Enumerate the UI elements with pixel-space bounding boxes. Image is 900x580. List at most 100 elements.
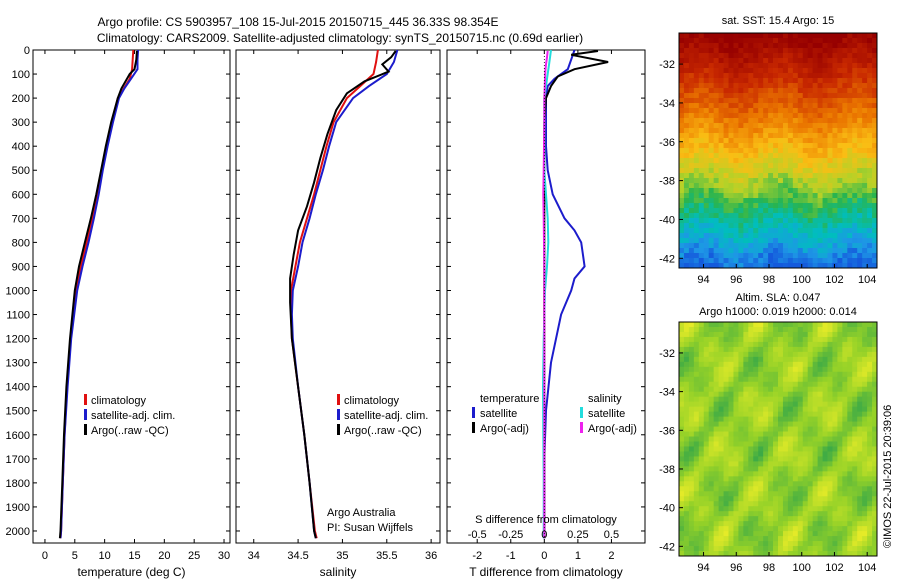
heatmap-cell <box>683 486 690 492</box>
legend-swatch <box>472 407 475 418</box>
heatmap-cell <box>743 48 749 54</box>
heatmap-cell <box>812 346 818 353</box>
heatmap-cell <box>728 173 734 179</box>
heatmap-cell <box>817 183 823 189</box>
heatmap-cell <box>763 396 769 403</box>
y-tick-label: 2000 <box>6 526 30 538</box>
heatmap-cell <box>753 436 759 442</box>
heatmap-cell <box>807 426 814 432</box>
heatmap-cell <box>703 233 710 239</box>
heatmap-cell <box>768 133 774 139</box>
s-tick-label: 0 <box>541 529 547 541</box>
heatmap-cell <box>683 361 690 368</box>
heatmap-cell <box>718 426 724 432</box>
heatmap-cell <box>837 63 843 69</box>
heatmap-cell <box>787 441 794 447</box>
heatmap-cell <box>768 496 774 502</box>
heatmap-cell <box>817 83 823 89</box>
heatmap-cell <box>787 501 794 507</box>
heatmap-cell <box>817 43 823 49</box>
heatmap-cell <box>763 401 769 408</box>
heatmap-cell <box>743 541 749 547</box>
heatmap-cell <box>872 58 878 64</box>
heatmap-cell <box>822 341 828 348</box>
heatmap-cell <box>852 148 858 154</box>
heatmap-cell <box>698 198 705 204</box>
heatmap-cell <box>802 322 809 328</box>
heatmap-cell <box>837 168 843 174</box>
heatmap-cell <box>822 346 828 353</box>
heatmap-cell <box>693 326 700 333</box>
heatmap-cell <box>852 331 858 338</box>
heatmap-cell <box>827 248 833 254</box>
heatmap-cell <box>802 58 809 64</box>
heatmap-cell <box>753 531 759 537</box>
heatmap-cell <box>679 511 685 517</box>
heatmap-cell <box>817 546 823 552</box>
heatmap-cell <box>778 501 784 507</box>
heatmap-cell <box>728 461 734 467</box>
heatmap-cell <box>748 486 754 492</box>
heatmap-cell <box>683 446 690 452</box>
legend-label: climatology <box>344 395 400 407</box>
heatmap-cell <box>842 431 848 437</box>
heatmap-cell <box>683 218 690 224</box>
heatmap-cell <box>822 411 828 417</box>
heatmap-cell <box>679 188 685 194</box>
heatmap-cell <box>718 208 724 214</box>
heatmap-cell <box>688 73 695 79</box>
heatmap-cell <box>862 351 868 358</box>
heatmap-cell <box>688 386 695 393</box>
heatmap-cell <box>723 421 729 427</box>
heatmap-cell <box>857 138 863 144</box>
heatmap-cell <box>787 531 794 537</box>
heatmap-cell <box>723 376 729 383</box>
heatmap-cell <box>802 183 809 189</box>
heatmap-cell <box>862 511 868 517</box>
heatmap-cell <box>688 153 695 159</box>
heatmap-cell <box>827 213 833 219</box>
heatmap-cell <box>723 193 729 199</box>
heatmap-cell <box>832 326 838 333</box>
heatmap-cell <box>679 183 685 189</box>
heatmap-cell <box>753 486 759 492</box>
heatmap-cell <box>679 213 685 219</box>
heatmap-cell <box>733 416 739 422</box>
heatmap-cell <box>812 536 818 542</box>
heatmap-cell <box>718 351 724 358</box>
heatmap-cell <box>703 78 710 84</box>
heatmap-cell <box>698 511 705 517</box>
heatmap-cell <box>743 491 749 497</box>
heatmap-cell <box>738 138 744 144</box>
heatmap-cell <box>718 83 724 89</box>
heatmap-cell <box>748 341 754 348</box>
heatmap-cell <box>862 33 868 39</box>
heatmap-cell <box>758 326 764 333</box>
heatmap-cell <box>733 103 739 109</box>
heatmap-cell <box>872 411 878 417</box>
heatmap-cell <box>867 411 873 417</box>
heatmap-cell <box>713 188 719 194</box>
heatmap-cell <box>748 33 754 39</box>
heatmap-cell <box>782 88 789 94</box>
heatmap-cell <box>857 113 863 119</box>
heatmap-cell <box>802 336 809 343</box>
heatmap-cell <box>723 83 729 89</box>
heatmap-cell <box>743 108 749 114</box>
heatmap-cell <box>683 158 690 164</box>
heatmap-cell <box>837 203 843 209</box>
heatmap-cell <box>738 198 744 204</box>
heatmap-cell <box>718 526 724 532</box>
heatmap-cell <box>679 113 685 119</box>
heatmap-cell <box>847 148 853 154</box>
heatmap-cell <box>693 238 700 244</box>
heatmap-cell <box>847 203 853 209</box>
heatmap-cell <box>693 551 700 557</box>
heatmap-cell <box>792 33 799 39</box>
heatmap-cell <box>768 178 774 184</box>
heatmap-cell <box>768 526 774 532</box>
heatmap-cell <box>703 356 710 363</box>
heatmap-cell <box>758 411 764 417</box>
heatmap-cell <box>763 198 769 204</box>
heatmap-cell <box>763 416 769 422</box>
